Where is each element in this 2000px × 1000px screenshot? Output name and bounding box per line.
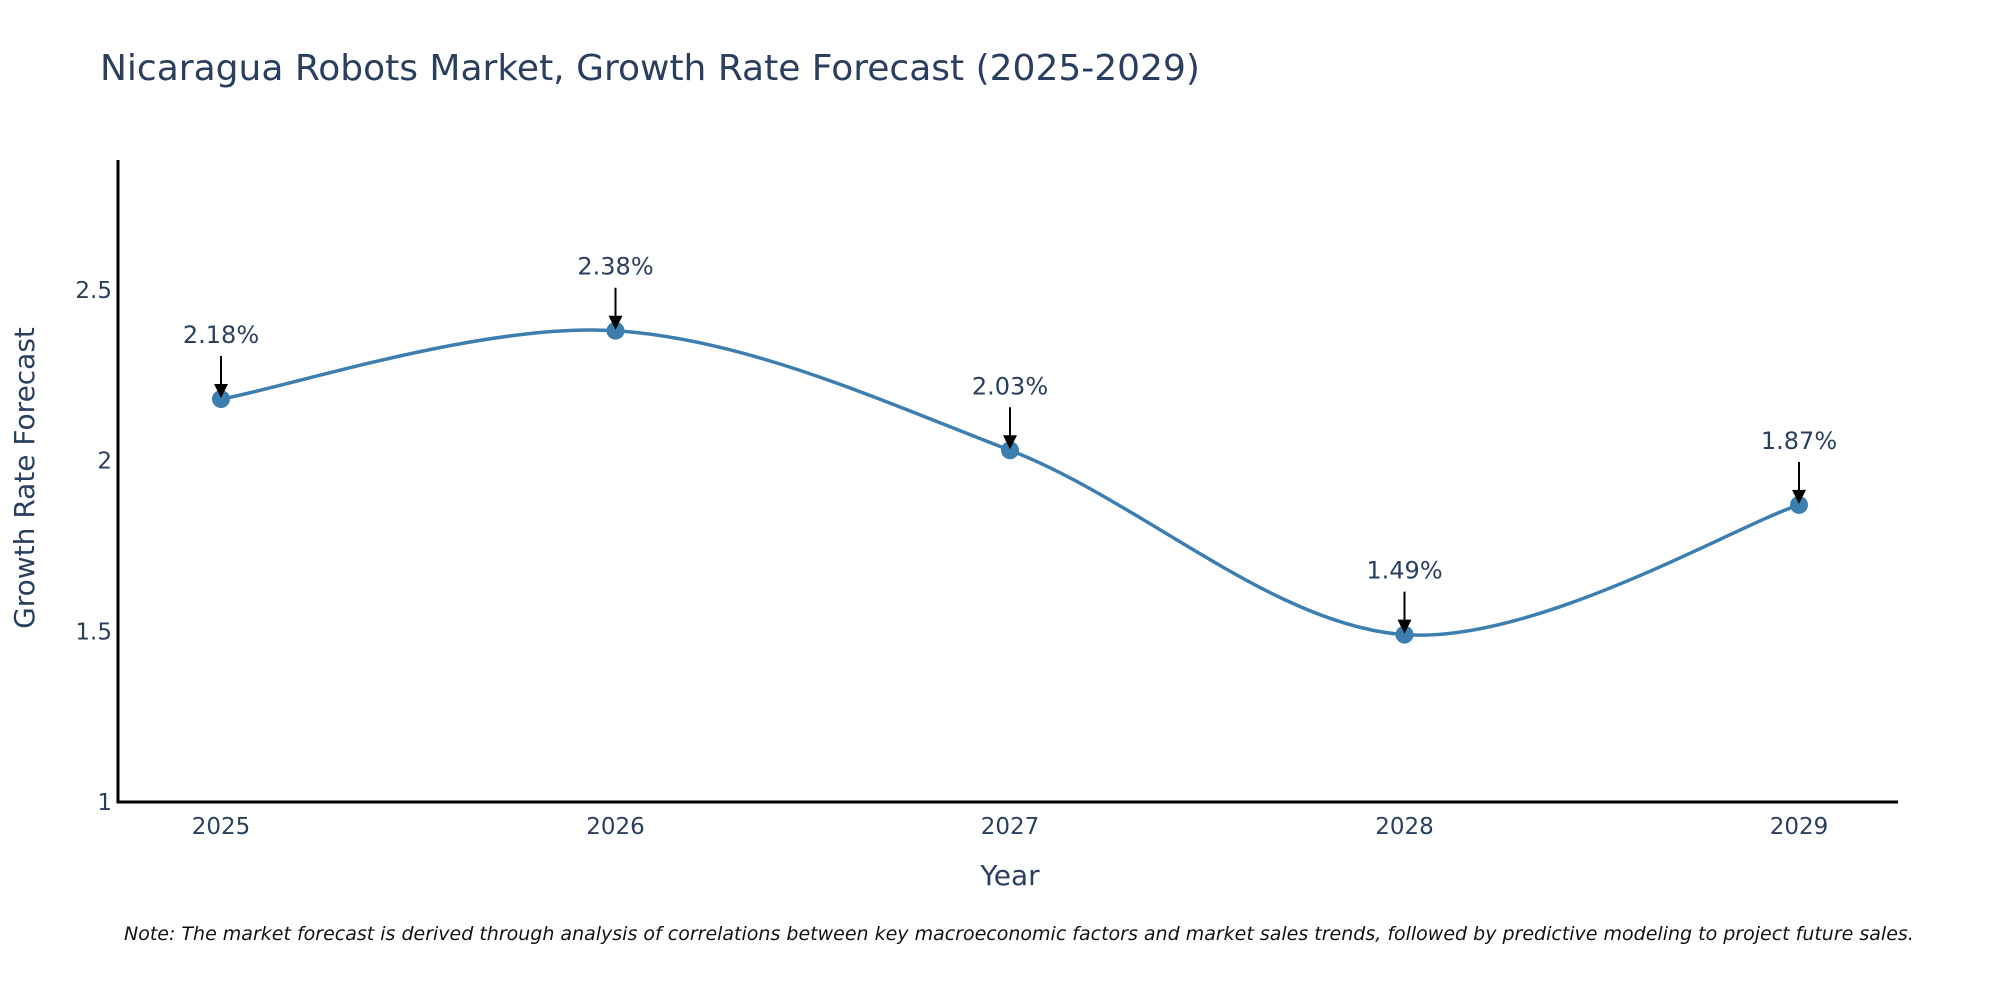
chart-title: Nicaragua Robots Market, Growth Rate For…: [100, 48, 1200, 89]
x-axis-ticks: 2025 2026 2027 2028 2029: [192, 814, 1829, 840]
data-label: 2.18%: [183, 321, 259, 349]
data-label: 2.03%: [972, 372, 1048, 400]
data-label: 2.38%: [577, 253, 653, 281]
y-tick-label: 2.5: [75, 278, 112, 304]
annotation-arrow-head: [608, 315, 623, 330]
data-point[interactable]: [1395, 625, 1414, 644]
data-point[interactable]: [212, 390, 230, 409]
annotation-arrow-head: [1003, 435, 1017, 450]
x-axis-title: Year: [979, 859, 1040, 892]
y-tick-label: 1.5: [75, 619, 112, 645]
data-label: 1.87%: [1761, 427, 1837, 455]
x-tick-label: 2025: [192, 814, 251, 840]
data-label: 1.49%: [1366, 557, 1442, 585]
annotation-arrow-head: [214, 384, 228, 399]
annotation-arrow-head: [1792, 489, 1806, 504]
y-tick-label: 1: [97, 790, 112, 816]
data-point[interactable]: [606, 321, 625, 340]
x-tick-label: 2026: [586, 814, 645, 840]
y-tick-label: 2: [97, 449, 112, 475]
y-axis-ticks: 1 1.5 2 2.5: [75, 278, 112, 816]
x-tick-label: 2028: [1375, 814, 1434, 840]
plot-area: 2.18% 2.38% 2.03% 1.49% 1.87%: [183, 253, 1837, 644]
data-point[interactable]: [1790, 495, 1808, 514]
footnote: Note: The market forecast is derived thr…: [124, 923, 1914, 945]
x-tick-label: 2027: [981, 814, 1040, 840]
annotation-arrow-head: [1397, 619, 1412, 634]
x-tick-label: 2029: [1770, 814, 1829, 840]
y-axis-title: Growth Rate Forecast: [8, 327, 41, 629]
data-point[interactable]: [1001, 441, 1019, 460]
